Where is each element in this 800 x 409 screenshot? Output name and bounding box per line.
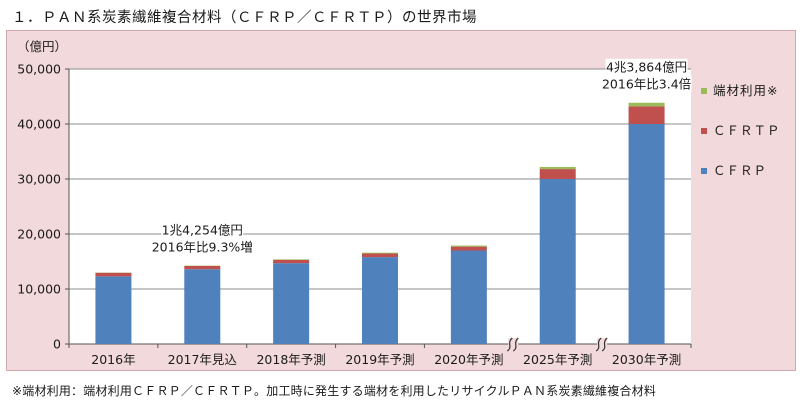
annotation-bg	[605, 58, 688, 76]
bar-segment	[362, 252, 398, 254]
bar-segment	[362, 257, 398, 344]
bar-segment	[539, 179, 576, 344]
annotation-text: 1兆4,254億円	[162, 223, 243, 238]
bar-segment	[539, 169, 576, 179]
bar-segment	[273, 263, 310, 344]
y-tick-label: 20,000	[17, 227, 61, 242]
x-tick-label: 2017年見込	[168, 352, 238, 367]
legend-label: ＣＦＲＴＰ	[713, 123, 781, 138]
page-title: １．ＰＡＮ系炭素繊維複合材料（ＣＦＲＰ／ＣＦＲＴＰ）の世界市場	[12, 10, 477, 26]
x-tick-label: 2016年	[91, 352, 135, 367]
bar-segment	[628, 124, 665, 344]
y-axis-label: （億円）	[17, 39, 67, 54]
annotation-text: 2016年比3.4倍	[602, 77, 691, 92]
legend-swatch	[701, 168, 707, 174]
x-tick-label: 2018年予測	[256, 352, 325, 367]
axis-break-gap	[508, 338, 519, 352]
bar-segment	[273, 259, 310, 264]
x-tick-label: 2025年予測	[523, 352, 592, 367]
legend-label: ＣＦＲＰ	[713, 163, 767, 178]
bar-segment	[450, 246, 487, 251]
bar-segment	[273, 259, 310, 260]
y-tick-label: 10,000	[17, 282, 61, 297]
bar-segment	[539, 166, 576, 170]
y-tick-label: 0	[53, 337, 61, 352]
legend-swatch	[701, 128, 707, 134]
annotation-text: 2016年比9.3%増	[152, 240, 253, 255]
axis-break-gap	[597, 338, 608, 352]
legend-swatch	[701, 88, 707, 94]
annotation-bg	[601, 75, 692, 93]
x-tick-label: 2019年予測	[345, 352, 414, 367]
x-tick-label: 2030年予測	[612, 352, 681, 367]
legend-label: 端材利用※	[713, 83, 778, 98]
x-tick-label: 2020年予測	[434, 352, 503, 367]
bar-segment	[184, 269, 221, 344]
bar-segment	[628, 102, 665, 107]
y-tick-label: 30,000	[17, 172, 61, 187]
bar-segment	[628, 106, 665, 124]
bar-segment	[362, 253, 398, 258]
chart-panel: 0 10,000 20,000 30,000 40,000 50,000 （億円） 2016年…	[6, 30, 796, 371]
stacked-bar-chart: 0 10,000 20,000 30,000 40,000 50,000 （億円） 2016年…	[17, 39, 781, 367]
footnote: ※端材利用：端材利用ＣＦＲＰ／ＣＦＲＴＰ。加工時に発生する端材を利用したリサイク…	[12, 384, 657, 398]
annotation-text: 4兆3,864億円	[606, 60, 687, 75]
bar-segment	[95, 276, 132, 344]
axis-break-mark	[506, 337, 513, 352]
axis-break-mark	[595, 337, 602, 352]
bar-segment	[184, 265, 221, 270]
axis-break-mark	[512, 337, 519, 352]
bar-segment	[450, 245, 487, 247]
axis-break-mark	[601, 337, 608, 352]
annotation-bg	[153, 238, 252, 256]
y-tick-label: 40,000	[17, 117, 61, 132]
bar-segment	[450, 250, 487, 344]
y-tick-label: 50,000	[17, 62, 61, 77]
annotation-bg	[161, 221, 244, 239]
bar-segment	[95, 272, 132, 277]
